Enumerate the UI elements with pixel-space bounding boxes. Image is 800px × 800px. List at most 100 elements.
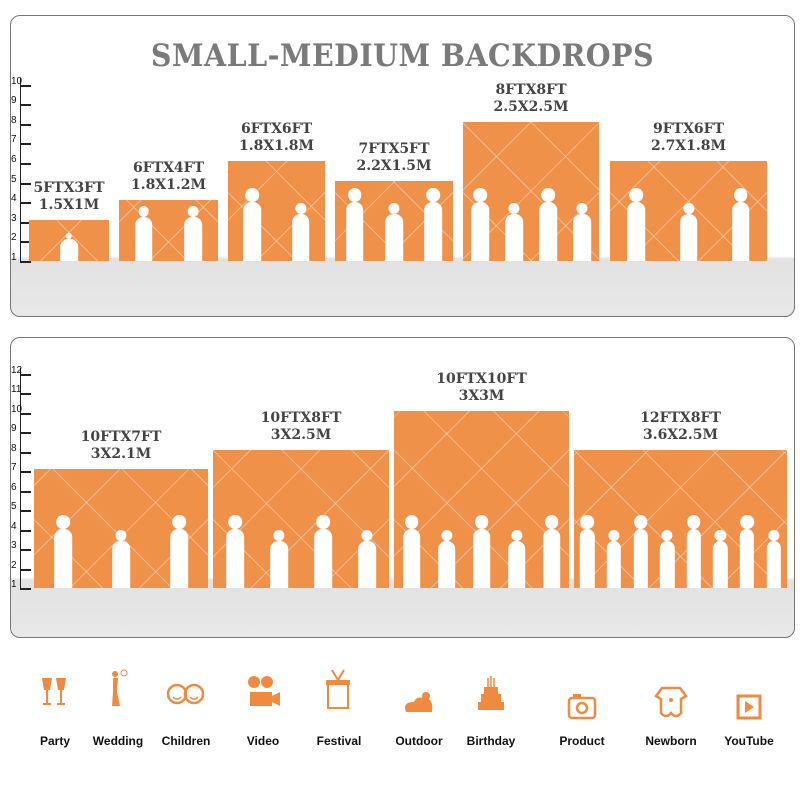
axis-tick-label: 11: [11, 384, 22, 395]
axis-tick-label: 5: [11, 173, 17, 185]
axis-tick: [21, 202, 31, 205]
backdrop-size-bar: [574, 449, 787, 588]
axis-tick-label: 3: [11, 540, 17, 551]
axis-tick-label: 6: [11, 481, 17, 493]
axis-tick-label: 3: [11, 212, 17, 224]
axis-tick-label: 8: [11, 114, 17, 126]
person-silhouette: [241, 188, 263, 261]
usage-item-newborn: Newborn: [636, 682, 706, 748]
size-meters: 3.6X2.5M: [642, 426, 719, 443]
axis-tick-label: 7: [11, 462, 17, 473]
person-silhouette: [632, 515, 650, 588]
axis-tick: [21, 241, 31, 244]
axis-tick-label: 1: [11, 252, 17, 263]
person-silhouette: [730, 188, 752, 261]
size-meters: 2.5X2.5M: [493, 98, 569, 115]
size-feet: 12FTX8FT: [640, 409, 721, 426]
size-meters: 1.5X1M: [38, 196, 100, 213]
axis-tick: [21, 84, 31, 87]
size-feet: 8FTX8FT: [495, 81, 567, 98]
size-feet: 6FTX4FT: [132, 160, 205, 177]
size-feet: 6FTX6FT: [240, 121, 313, 137]
usage-item-children: Children: [151, 672, 221, 748]
gift-box-icon: [326, 669, 350, 709]
size-meters: 1.8X1.2M: [130, 177, 207, 194]
camera-icon: [567, 694, 597, 720]
backdrop-size-bar: [213, 449, 389, 588]
backdrop-size-label: 10FTX8FT 3X2.5M: [203, 410, 399, 444]
usage-item-wedding: Wedding: [83, 668, 153, 748]
axis-tick: [21, 412, 31, 415]
axis-tick: [21, 588, 31, 590]
person-silhouette: [738, 515, 756, 588]
backdrop-size-label: 9FTX6FT 2.7X1.8M: [600, 121, 777, 155]
axis-tick-label: 4: [11, 520, 17, 532]
person-silhouette: [344, 187, 366, 261]
size-feet: 5FTX3FT: [33, 179, 105, 196]
person-silhouette: [469, 187, 491, 261]
backdrop-size-label: 12FTX8FT 3.6X2.5M: [564, 409, 794, 444]
axis-tick-label: 2: [11, 232, 17, 244]
axis-tick: [21, 549, 31, 551]
person-silhouette: [625, 188, 647, 261]
backdrop-size-bar: [228, 161, 325, 261]
person-silhouette: [110, 530, 132, 588]
person-silhouette: [312, 515, 334, 588]
backdrop-size-bar: [119, 200, 218, 261]
children-faces-icon: [166, 683, 205, 705]
size-feet: 10FTX8FT: [260, 409, 342, 426]
backdrop-size-label: 10FTX7FT 3X2.1M: [24, 429, 218, 463]
axis-tick: [21, 471, 31, 473]
backdrop-size-bar: [463, 121, 599, 261]
person-silhouette: [678, 203, 700, 261]
size-meters: 2.7X1.8M: [650, 138, 727, 154]
backdrop-size-label: 7FTX5FT 2.2X1.5M: [325, 141, 463, 175]
axis-tick-label: 7: [11, 134, 17, 146]
person-silhouette: [290, 203, 312, 261]
axis-tick-label: 5: [11, 501, 17, 512]
usage-label: Wedding: [92, 734, 144, 748]
backdrop-size-bar: [610, 161, 767, 261]
usage-label: Children: [161, 734, 211, 748]
axis-tick: [21, 182, 31, 185]
axis-tick: [21, 221, 31, 224]
person-silhouette: [711, 530, 729, 588]
usage-label: Outdoor: [395, 734, 443, 748]
size-meters: 1.8X1.8M: [238, 138, 315, 154]
person-silhouette: [133, 206, 155, 261]
person-silhouette: [52, 515, 74, 588]
medium-backdrops-panel: 1 2 3 4 5 6 7 8 9 10 11 12 10FTX7FT 3X2.1M 10FTX8FT 3X2…: [10, 337, 795, 638]
backdrop-size-bar: [335, 180, 453, 261]
height-axis: [20, 78, 21, 263]
axis-tick: [21, 568, 31, 571]
axis-tick: [21, 143, 31, 146]
person-silhouette: [471, 515, 493, 588]
usage-item-party: Party: [20, 668, 90, 748]
usage-label: Birthday: [466, 734, 516, 748]
person-silhouette: [685, 515, 703, 588]
usage-item-birthday: Birthday: [456, 672, 526, 748]
usage-item-festival: Festival: [304, 668, 374, 748]
size-meters: 2.2X1.5M: [356, 157, 432, 174]
person-silhouette: [541, 515, 563, 588]
person-silhouette: [268, 530, 290, 588]
axis-tick-label: 9: [11, 423, 17, 434]
axis-tick: [21, 510, 31, 512]
person-silhouette: [422, 187, 444, 261]
axis-tick: [21, 529, 31, 532]
axis-tick-label: 4: [11, 193, 17, 205]
usage-label: Newborn: [645, 734, 697, 748]
axis-tick-label: 9: [11, 95, 17, 107]
usage-label: Festival: [316, 734, 362, 748]
person-silhouette: [168, 515, 190, 588]
axis-tick: [21, 432, 31, 434]
page-title: SMALL-MEDIUM BACKDROPS: [150, 38, 655, 74]
person-silhouette: [503, 202, 525, 261]
axis-tick-label: 10: [11, 75, 23, 87]
backdrop-size-label: 8FTX8FT 2.5X2.5M: [453, 82, 609, 116]
axis-tick-label: 12: [11, 364, 23, 376]
axis-tick: [21, 104, 31, 107]
usage-icons-row: Party Wedding Children Video Festival Outdoor…: [0, 668, 800, 758]
height-axis: [20, 368, 21, 590]
size-feet: 7FTX5FT: [358, 140, 430, 157]
